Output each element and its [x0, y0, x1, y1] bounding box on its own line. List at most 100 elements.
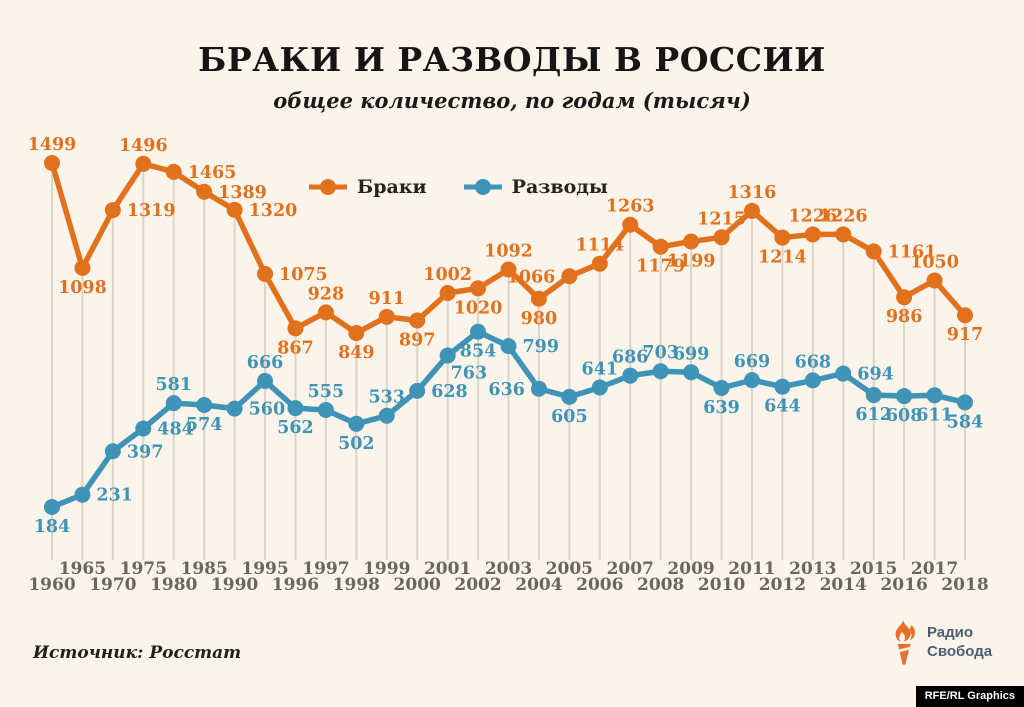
- data-point: [287, 320, 304, 337]
- year-label: 1990: [211, 575, 258, 595]
- legend-label-divorces: Разводы: [511, 176, 608, 198]
- data-point: [104, 443, 121, 460]
- data-point: [683, 233, 700, 250]
- year-label: 1960: [28, 575, 75, 595]
- data-label: 980: [521, 309, 558, 329]
- chart-title: БРАКИ И РАЗВОДЫ В РОССИИ: [198, 40, 826, 79]
- data-label: 1465: [188, 163, 237, 183]
- data-label: 1066: [507, 267, 556, 287]
- data-label: 1226: [819, 206, 868, 226]
- data-label: 1050: [910, 252, 959, 272]
- year-label: 2013: [789, 559, 836, 579]
- data-label: 628: [431, 382, 468, 402]
- legend: Браки Разводы: [308, 176, 608, 198]
- data-point: [135, 420, 152, 437]
- data-point: [348, 325, 365, 342]
- logo-text-line2: Свобода: [927, 643, 993, 660]
- radio-svoboda-logo: Радио Свобода: [888, 620, 992, 666]
- data-label: 1161: [888, 242, 937, 262]
- data-point: [835, 226, 852, 243]
- data-label: 668: [795, 352, 832, 372]
- data-point: [743, 372, 760, 389]
- data-label: 1075: [279, 265, 328, 285]
- data-label: 1179: [636, 257, 685, 277]
- year-label: 2017: [911, 559, 958, 579]
- year-label: 2006: [576, 575, 623, 595]
- year-label: 2012: [759, 575, 806, 595]
- data-point: [500, 338, 517, 355]
- data-label: 763: [451, 364, 488, 384]
- year-label: 2004: [515, 575, 562, 595]
- data-label: 849: [338, 343, 375, 363]
- data-label: 612: [855, 405, 892, 425]
- year-label: 2016: [880, 575, 927, 595]
- data-label: 1263: [606, 197, 655, 217]
- data-label: 231: [96, 486, 133, 506]
- data-point: [713, 229, 730, 246]
- data-label: 854: [460, 342, 497, 362]
- data-label: 1098: [58, 278, 107, 298]
- data-label: 644: [764, 397, 801, 417]
- data-point: [470, 323, 487, 340]
- torch-icon: [895, 620, 916, 665]
- data-point: [622, 216, 639, 233]
- data-point: [896, 388, 913, 405]
- year-label: 2000: [394, 575, 441, 595]
- year-label: 1965: [59, 559, 106, 579]
- data-label: 605: [551, 407, 588, 427]
- year-label: 1975: [120, 559, 167, 579]
- data-point: [378, 308, 395, 325]
- year-label: 2014: [820, 575, 867, 595]
- year-label: 1970: [89, 575, 136, 595]
- data-point: [226, 400, 243, 417]
- data-point: [896, 289, 913, 306]
- data-point: [865, 387, 882, 404]
- data-label: 574: [186, 415, 223, 435]
- data-point: [287, 400, 304, 417]
- year-label: 1995: [241, 559, 288, 579]
- data-point: [409, 382, 426, 399]
- data-label: 911: [369, 289, 406, 309]
- data-point: [622, 367, 639, 384]
- data-label: 1092: [484, 241, 533, 261]
- data-label: 560: [249, 400, 286, 420]
- year-label: 1997: [302, 559, 349, 579]
- data-label: 608: [886, 406, 923, 426]
- data-point: [865, 243, 882, 260]
- data-point: [591, 255, 608, 272]
- data-label: 669: [734, 352, 771, 372]
- data-label: 1499: [28, 135, 77, 155]
- data-label: 581: [155, 375, 192, 395]
- data-point: [591, 379, 608, 396]
- data-label: 611: [916, 405, 953, 425]
- year-label: 1998: [333, 575, 380, 595]
- data-label: 555: [308, 382, 345, 402]
- data-label: 703: [642, 343, 679, 363]
- data-point: [135, 155, 152, 172]
- marriages-series-marker-icon: [309, 179, 347, 195]
- legend-item-divorces: Разводы: [463, 176, 608, 198]
- data-point: [44, 499, 60, 515]
- data-point: [439, 285, 456, 302]
- data-point: [317, 304, 334, 321]
- data-label: 1199: [667, 251, 716, 271]
- data-point: [652, 238, 669, 255]
- year-label: 2007: [607, 559, 654, 579]
- year-label: 2005: [546, 559, 593, 579]
- year-label: 1980: [150, 575, 197, 595]
- data-point: [743, 202, 760, 219]
- year-label: 1999: [363, 559, 410, 579]
- data-point: [530, 290, 547, 307]
- chart-subtitle: общее количество, по годам (тысяч): [273, 88, 751, 113]
- data-label: 986: [886, 307, 923, 327]
- data-label: 666: [247, 353, 284, 373]
- data-label: 867: [277, 338, 314, 358]
- data-label: 1319: [127, 201, 176, 221]
- year-label: 1985: [181, 559, 228, 579]
- data-point: [561, 388, 578, 405]
- data-label: 1389: [218, 183, 267, 203]
- data-point: [774, 378, 791, 395]
- data-label: 799: [523, 337, 560, 357]
- year-label: 2011: [728, 559, 775, 579]
- data-label: 184: [34, 517, 71, 537]
